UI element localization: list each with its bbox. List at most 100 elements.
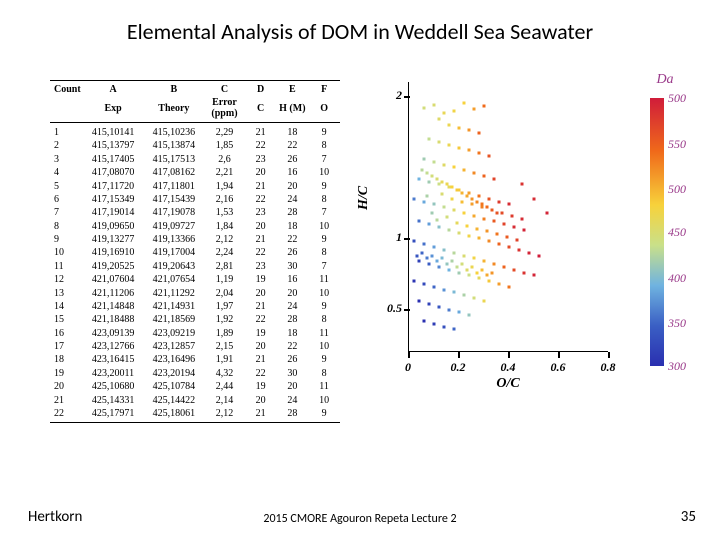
scatter-point <box>513 226 516 229</box>
col-subheader: Exp <box>83 96 144 123</box>
scatter-point <box>513 268 516 271</box>
scatter-point <box>425 172 428 175</box>
scatter-point <box>488 197 491 200</box>
table-row: 18423,16415423,164961,9121269 <box>50 353 340 366</box>
col-header: A <box>83 81 144 97</box>
table-cell: 3 <box>50 153 83 166</box>
scatter-point <box>425 194 428 197</box>
scatter-point <box>455 265 458 268</box>
scatter-point <box>428 138 431 141</box>
table-cell: 9 <box>308 300 340 313</box>
scatter-point <box>488 155 491 158</box>
table-cell: 21 <box>245 233 277 246</box>
scatter-point <box>463 254 466 257</box>
col-header: Count <box>50 81 83 97</box>
scatter-point <box>528 251 531 254</box>
scatter-point <box>533 274 536 277</box>
scatter-point <box>448 123 451 126</box>
table-cell: 419,13366 <box>143 233 204 246</box>
table-cell: 8 <box>308 246 340 259</box>
scatter-point <box>435 219 438 222</box>
table-cell: 22 <box>276 233 308 246</box>
colorbar-title: Da <box>642 72 688 88</box>
table-cell: 8 <box>308 139 340 152</box>
table-cell: 423,16415 <box>83 353 144 366</box>
table-cell: 1,53 <box>204 206 245 219</box>
scatter-point <box>418 220 421 223</box>
scatter-point <box>533 197 536 200</box>
table-cell: 2,12 <box>204 233 245 246</box>
scatter-point <box>483 260 486 263</box>
table-cell: 425,17971 <box>83 407 144 423</box>
colorbar-tick-label: 550 <box>668 137 686 152</box>
footer-lecture: 2015 CMORE Agouron Repeta Lecture 2 <box>0 512 720 526</box>
col-subheader: Error (ppm) <box>204 96 245 123</box>
x-tick-label: 0.4 <box>493 360 523 375</box>
scatter-point <box>448 268 451 271</box>
table-cell: 421,11206 <box>83 286 144 299</box>
table-cell: 8 <box>308 367 340 380</box>
scatter-point <box>515 238 518 241</box>
scatter-point <box>478 237 481 240</box>
scatter-point <box>475 227 478 230</box>
table-cell: 415,17513 <box>143 153 204 166</box>
scatter-point <box>440 257 443 260</box>
scatter-point <box>488 280 491 283</box>
table-cell: 14 <box>50 300 83 313</box>
table-cell: 16 <box>50 326 83 339</box>
y-tick-label: 0.5 <box>378 301 402 316</box>
table-cell: 24 <box>276 393 308 406</box>
table-cell: 10 <box>50 246 83 259</box>
table-cell: 7 <box>308 260 340 273</box>
scatter-point <box>428 263 431 266</box>
data-table: CountABCDEF ExpTheoryError (ppm)CH (M)O … <box>50 80 340 423</box>
table-cell: 415,10236 <box>143 123 204 140</box>
table-cell: 425,10784 <box>143 380 204 393</box>
scatter-point <box>493 220 496 223</box>
scatter-point <box>453 209 456 212</box>
scatter-point <box>458 271 461 274</box>
scatter-point <box>480 268 483 271</box>
table-cell: 9 <box>308 123 340 140</box>
table-row: 5417,11720417,118011,9421209 <box>50 179 340 192</box>
table-cell: 417,19078 <box>143 206 204 219</box>
x-tick-label: 0.2 <box>443 360 473 375</box>
scatter-point <box>488 240 491 243</box>
scatter-point <box>480 206 483 209</box>
table-cell: 18 <box>276 219 308 232</box>
table-row: 17423,12766423,128572,15202210 <box>50 340 340 353</box>
scatter-point <box>440 180 443 183</box>
scatter-point <box>433 103 436 106</box>
scatter-point <box>460 200 463 203</box>
table-cell: 21 <box>50 393 83 406</box>
scatter-point <box>433 285 436 288</box>
table-cell: 10 <box>308 219 340 232</box>
scatter-point <box>450 186 453 189</box>
table-cell: 2,04 <box>204 286 245 299</box>
scatter-point <box>438 305 441 308</box>
scatter-point <box>425 257 428 260</box>
colorbar-tick-label: 400 <box>668 271 686 286</box>
table-cell: 423,16496 <box>143 353 204 366</box>
table-cell: 22 <box>245 313 277 326</box>
table-cell: 9 <box>308 353 340 366</box>
table-cell: 20 <box>50 380 83 393</box>
table-cell: 15 <box>50 313 83 326</box>
table-cell: 1,85 <box>204 139 245 152</box>
table-cell: 20 <box>245 219 277 232</box>
col-subheader: Theory <box>143 96 204 123</box>
scatter-point <box>433 203 436 206</box>
table-cell: 421,18488 <box>83 313 144 326</box>
scatter-point <box>453 109 456 112</box>
scatter-point <box>508 246 511 249</box>
scatter-point <box>473 297 476 300</box>
col-subheader <box>50 96 83 123</box>
table-cell: 5 <box>50 179 83 192</box>
scatter-point <box>423 319 426 322</box>
scatter-point <box>470 265 473 268</box>
scatter-point <box>413 197 416 200</box>
table-row: 9419,13277419,133662,1221229 <box>50 233 340 246</box>
table-cell: 417,15349 <box>83 193 144 206</box>
scatter-point <box>423 282 426 285</box>
table-cell: 1,84 <box>204 219 245 232</box>
